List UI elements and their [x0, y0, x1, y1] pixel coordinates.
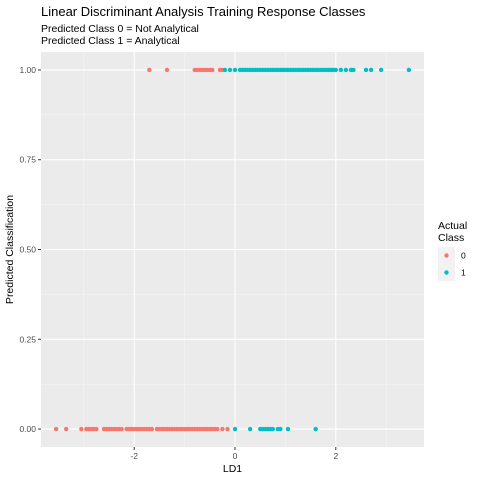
point-class-1-14: [232, 67, 238, 73]
legend-title-line-1: Actual: [438, 220, 467, 232]
point-class-1-10: [285, 426, 291, 432]
point-class-0-2: [79, 426, 84, 432]
grid-major: [41, 52, 424, 447]
point-class-0-63: [210, 67, 215, 73]
y-axis-ticks: 0.00 0.25 0.50 0.75 1.00: [19, 65, 41, 434]
point-class-0-51: [215, 426, 220, 432]
point-class-1-58: [363, 67, 369, 73]
x-tick-label-1: 0: [233, 451, 238, 461]
point-class-1-55: [343, 67, 349, 73]
legend-key-1: [444, 270, 449, 275]
data-points: [53, 67, 412, 432]
y-tick-label-2: 0.50: [19, 245, 36, 255]
point-class-0-53: [225, 426, 230, 432]
point-class-0-55: [164, 67, 170, 73]
y-axis-label: Predicted Classification: [4, 195, 16, 304]
x-axis-ticks: -2 0 2: [130, 447, 338, 461]
y-tick-label-1: 0.25: [19, 334, 36, 344]
point-class-0-1: [63, 426, 69, 432]
x-tick-label-2: 2: [333, 451, 338, 461]
x-axis-label: LD1: [223, 463, 242, 475]
point-class-1-11: [313, 426, 318, 432]
legend-key-0: [444, 253, 449, 258]
legend-label-1: 1: [461, 268, 466, 278]
point-class-1-1: [247, 426, 253, 432]
x-tick-label-0: -2: [130, 451, 138, 461]
legend-label-0: 0: [461, 251, 466, 261]
point-class-1-53: [333, 67, 339, 73]
point-class-1-12: [222, 67, 228, 73]
chart-title: Linear Discriminant Analysis Training Re…: [41, 4, 366, 19]
y-tick-label-0: 0.00: [19, 424, 36, 434]
point-class-0-26: [149, 426, 155, 432]
point-class-1-0: [232, 426, 238, 432]
point-class-0-15: [119, 426, 124, 432]
legend-title-line-2: Class: [438, 232, 464, 244]
point-class-1-59: [368, 67, 374, 73]
chart-subtitle-line-2: Predicted Class 1 = Analytical: [41, 35, 180, 47]
chart-subtitle-line-1: Predicted Class 0 = Not Analytical: [41, 23, 199, 35]
legend: Actual Class 0 1: [438, 220, 467, 281]
point-class-1-54: [338, 67, 344, 73]
point-class-1-61: [406, 67, 412, 73]
point-class-1-9: [278, 426, 283, 432]
y-tick-label-3: 0.75: [19, 155, 36, 165]
y-tick-label-4: 1.00: [19, 65, 36, 75]
point-class-1-60: [378, 67, 384, 73]
point-class-1-13: [227, 67, 233, 73]
point-class-0-7: [94, 426, 99, 432]
point-class-0-0: [53, 426, 59, 432]
point-class-1-7: [270, 426, 276, 432]
point-class-0-54: [147, 67, 152, 73]
point-class-1-57: [351, 67, 356, 73]
point-class-0-52: [220, 426, 225, 432]
